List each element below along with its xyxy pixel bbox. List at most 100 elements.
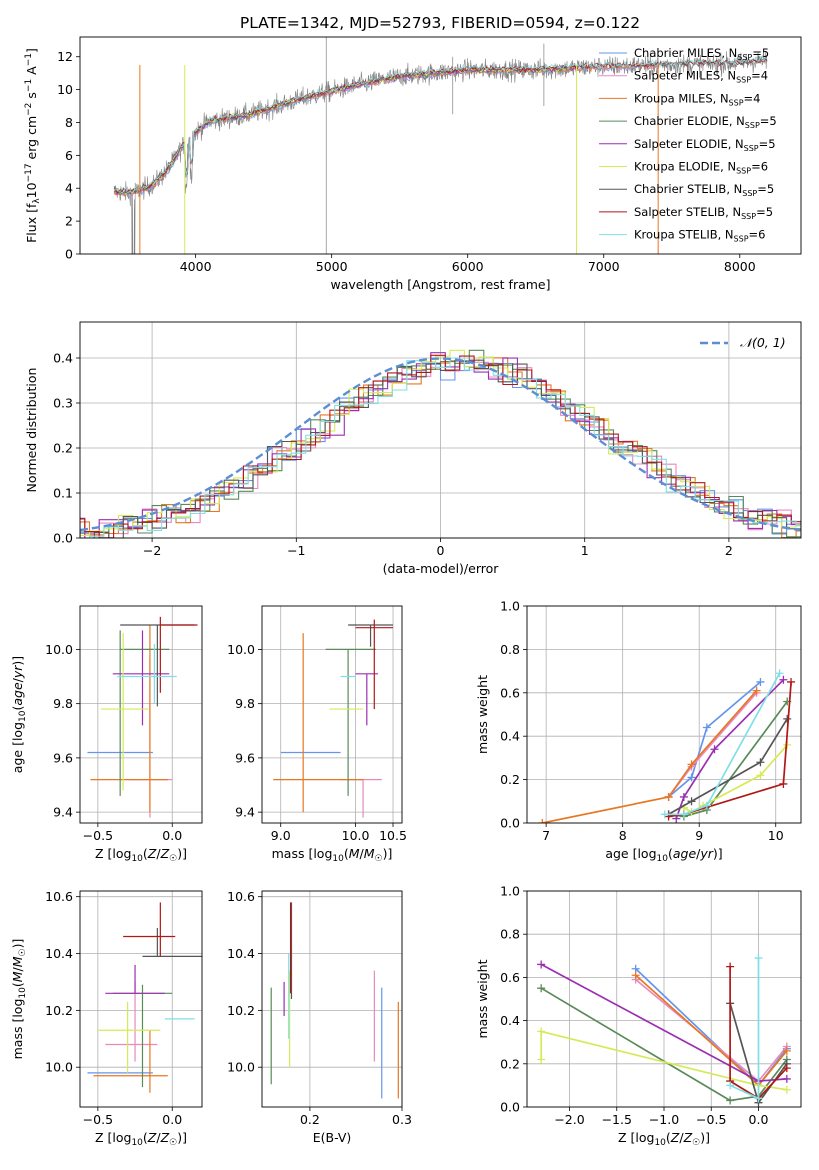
x-tick-label: 5000 xyxy=(316,259,348,274)
axes-frame xyxy=(261,605,403,824)
legend-label-sub: SSP xyxy=(742,189,757,198)
y-tick-label: 10.4 xyxy=(227,946,255,961)
marker-kroupa_stelib xyxy=(726,1081,735,1090)
marker-salpeter_elodie xyxy=(679,792,688,801)
x-tick-label: 10.5 xyxy=(379,828,407,843)
line-kroupa_elodie xyxy=(540,1030,787,1091)
legend-label-eq: =4 xyxy=(751,69,768,83)
label-part: M xyxy=(364,846,375,861)
legend-label-sub: SSP xyxy=(737,53,752,62)
label-part: −1 xyxy=(24,53,34,66)
y-tick-label: 9.4 xyxy=(53,805,73,820)
marker-kroupa_stelib xyxy=(679,810,688,819)
y-tick-label: 8 xyxy=(65,115,73,130)
marker-salpeter_elodie xyxy=(782,1074,791,1083)
point-kroupa_miles xyxy=(93,1030,168,1093)
label-part: ( xyxy=(10,706,25,711)
label-part: 10 xyxy=(657,854,669,864)
panel-spectrum: 4000 5000 6000 7000 8000 0 2 4 6 8 10 12 wavelength … xyxy=(24,36,802,292)
series-chabrier_elodie xyxy=(664,697,792,821)
x-tick-label: −2 xyxy=(143,543,161,558)
label-part: 10 xyxy=(131,854,143,864)
legend-label-chabrier_elodie: Chabrier ELODIE, NSSP=5 xyxy=(634,114,777,130)
plot-area xyxy=(80,349,801,538)
label-part: ( xyxy=(143,1130,148,1145)
label-part: age xyxy=(673,846,697,861)
x-tick-label: 0 xyxy=(437,543,445,558)
label-part: / xyxy=(10,677,25,682)
legend-label-eq: =6 xyxy=(749,228,766,242)
marker-kroupa_stelib xyxy=(754,1094,763,1103)
y-tick-label: 0.0 xyxy=(500,1100,520,1115)
line-salpeter_stelib xyxy=(668,681,792,818)
x-tick-label: −1.5 xyxy=(602,1112,632,1127)
y-tick-label: 1.0 xyxy=(500,884,520,899)
x-tick-label: −0.5 xyxy=(83,828,113,843)
legend-label-sub: SSP xyxy=(736,76,751,85)
label-part: mass weight xyxy=(475,959,490,1038)
point-chabrier_stelib xyxy=(120,624,195,707)
x-tick-label: 0.3 xyxy=(392,1112,412,1127)
line-salpeter_elodie xyxy=(675,679,785,819)
x-tick-label: 10 xyxy=(768,828,784,843)
x-tick-label: −0.5 xyxy=(83,1112,113,1127)
panel-ebv_mass: 0.2 0.3 10.0 10.2 10.4 10.6 E(B-V) xyxy=(227,889,412,1145)
point-kroupa_miles xyxy=(273,633,364,813)
x-tick-label: 8000 xyxy=(724,259,756,274)
point-salpeter_stelib xyxy=(123,902,176,957)
label-part: Z [log xyxy=(95,1130,131,1145)
y-tick-label: 9.8 xyxy=(53,696,73,711)
y-tick-label: 12 xyxy=(57,49,73,64)
legend-label-salpeter_miles: Salpeter MILES, NSSP=4 xyxy=(634,69,768,85)
point-salpeter_miles xyxy=(105,981,158,1062)
legend-label-eq: =5 xyxy=(760,114,777,128)
x-axis-label: E(B-V) xyxy=(313,1130,352,1145)
y-tick-label: 10.0 xyxy=(227,642,255,657)
x-tick-label: 0.0 xyxy=(749,1112,769,1127)
line-kroupa_miles xyxy=(542,690,758,823)
legend-label-text: Salpeter STELIB, N xyxy=(634,205,741,219)
label-part: ( xyxy=(666,1130,671,1145)
label-part: Z xyxy=(147,1130,157,1145)
marker-salpeter_elodie xyxy=(779,675,788,684)
legend-label-text: Chabrier STELIB, N xyxy=(634,182,742,196)
hist-salpeter_stelib xyxy=(80,354,801,538)
legend-label-eq: =4 xyxy=(744,91,761,105)
legend-label-chabrier_miles: Chabrier MILES, NSSP=5 xyxy=(634,46,769,62)
marker-kroupa_stelib xyxy=(660,810,669,819)
x-tick-label: 0.2 xyxy=(300,1112,320,1127)
y-tick-label: 9.6 xyxy=(235,750,255,765)
plot-area xyxy=(87,902,202,1093)
marker-kroupa_elodie xyxy=(782,1085,791,1094)
y-tick-label: 0.2 xyxy=(500,772,520,787)
line-salpeter_miles xyxy=(667,692,758,798)
label-part: )] xyxy=(177,1130,187,1145)
legend-label-eq: =5 xyxy=(759,137,776,151)
legend-label-normal: 𝒩(0, 1) xyxy=(740,335,786,350)
label-part: / xyxy=(679,1130,684,1145)
x-axis-label: Z [log10(Z/Z☉)] xyxy=(95,846,187,864)
marker-kroupa_miles xyxy=(687,760,696,769)
hist-chabrier_stelib xyxy=(80,359,801,538)
label-part: mass [log xyxy=(272,846,333,861)
legend-label-text: Salpeter MILES, N xyxy=(634,69,736,83)
axes-frame xyxy=(261,890,403,1108)
point-chabrier_elodie xyxy=(119,630,170,796)
series-kroupa_stelib xyxy=(726,953,763,1103)
data-spectrum xyxy=(113,48,768,254)
x-tick-label: 8 xyxy=(619,828,627,843)
marker-kroupa_elodie xyxy=(756,771,765,780)
label-part: age [log xyxy=(10,722,25,773)
label-part: 10 xyxy=(18,710,28,722)
label-part: / xyxy=(10,966,25,971)
axes-frame xyxy=(526,890,802,1108)
legend-label-sub: SSP xyxy=(729,98,744,107)
label-part: wavelength [Angstrom, rest frame] xyxy=(330,277,550,292)
y-tick-label: 9.6 xyxy=(53,750,73,765)
label-part: Normed distribution xyxy=(24,368,39,493)
label-part: ☉ xyxy=(169,1138,177,1148)
x-axis-label: mass [log10(M/M☉)] xyxy=(272,846,393,864)
label-part: )] xyxy=(10,656,25,666)
y-tick-label: 0.4 xyxy=(53,351,73,366)
